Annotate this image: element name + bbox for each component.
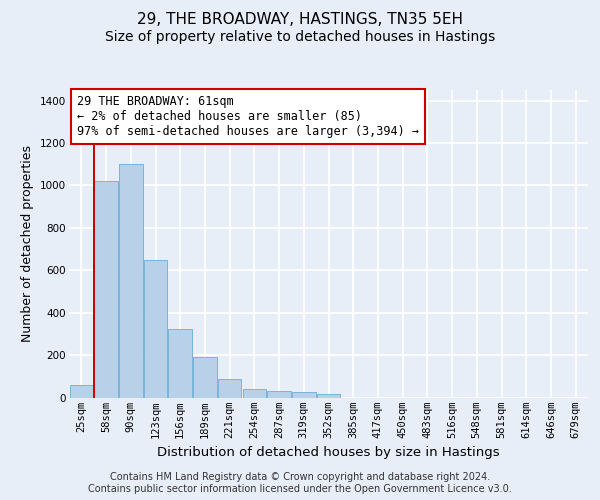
- Bar: [70, 385, 93, 398]
- Bar: [144, 260, 167, 398]
- Bar: [94, 181, 118, 398]
- Bar: [218, 380, 241, 398]
- Text: 29, THE BROADWAY, HASTINGS, TN35 5EH: 29, THE BROADWAY, HASTINGS, TN35 5EH: [137, 12, 463, 28]
- Bar: [193, 357, 217, 398]
- Bar: [169, 328, 192, 398]
- Text: Size of property relative to detached houses in Hastings: Size of property relative to detached ho…: [105, 30, 495, 44]
- Text: 29 THE BROADWAY: 61sqm
← 2% of detached houses are smaller (85)
97% of semi-deta: 29 THE BROADWAY: 61sqm ← 2% of detached …: [77, 94, 419, 138]
- Bar: [119, 164, 143, 398]
- Bar: [317, 394, 340, 398]
- Text: Contains HM Land Registry data © Crown copyright and database right 2024.
Contai: Contains HM Land Registry data © Crown c…: [88, 472, 512, 494]
- Bar: [292, 392, 316, 398]
- X-axis label: Distribution of detached houses by size in Hastings: Distribution of detached houses by size …: [157, 446, 500, 459]
- Bar: [268, 391, 291, 398]
- Bar: [242, 389, 266, 398]
- Y-axis label: Number of detached properties: Number of detached properties: [22, 145, 34, 342]
